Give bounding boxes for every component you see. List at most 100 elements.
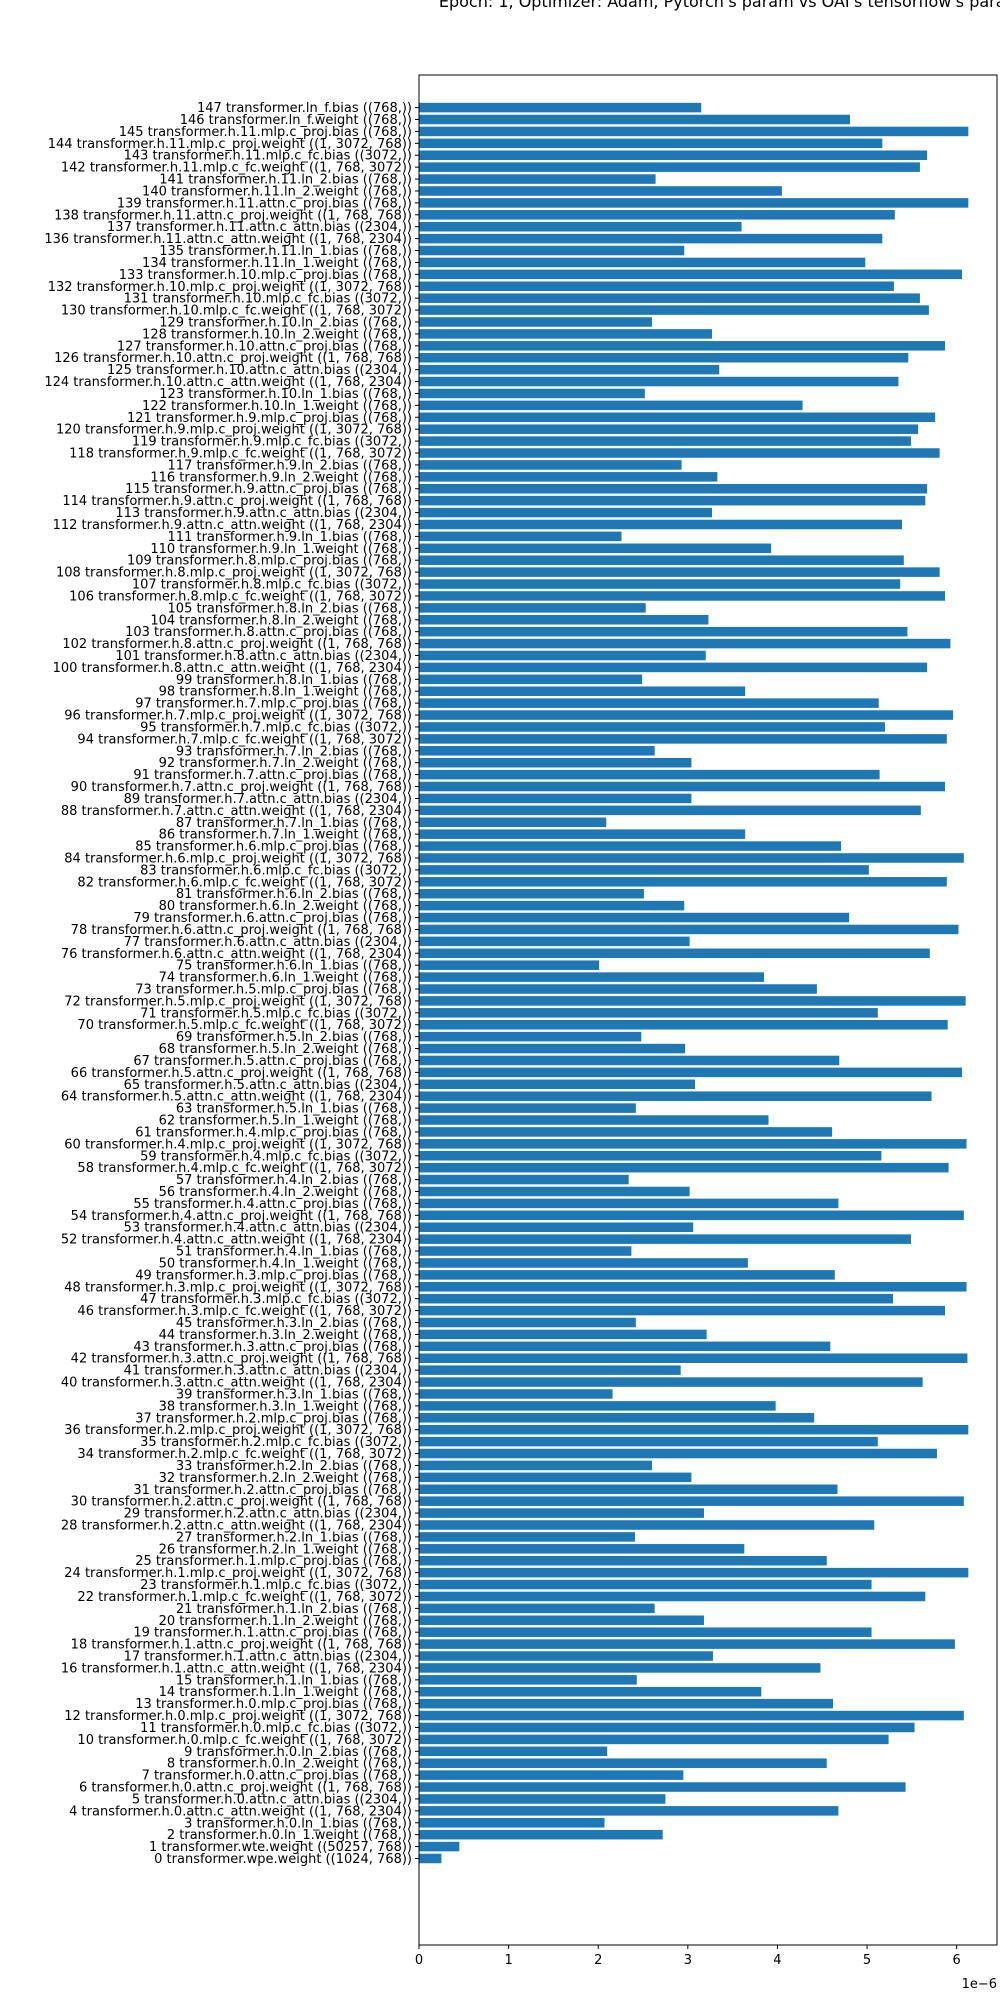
- x-tick-label-4: 4: [773, 1953, 781, 1968]
- bar-120: [419, 424, 919, 434]
- bar-9: [419, 1746, 608, 1757]
- bar-72: [419, 996, 966, 1006]
- category-label-93: 93 transformer.h.7.ln_2.bias ((768,)): [176, 744, 412, 759]
- category-label-132: 132 transformer.h.10.mlp.c_proj.weight (…: [48, 280, 412, 295]
- bar-43: [419, 1341, 831, 1352]
- category-label-142: 142 transformer.h.11.mlp.c_fc.weight ((1…: [61, 161, 412, 176]
- bar-5: [419, 1794, 666, 1804]
- bar-57: [419, 1174, 629, 1185]
- bar-69: [419, 1031, 642, 1042]
- bar-39: [419, 1389, 613, 1399]
- bar-106: [419, 591, 946, 601]
- bar-129: [419, 317, 652, 327]
- bar-42: [419, 1353, 968, 1364]
- category-label-144: 144 transformer.h.11.mlp.c_proj.weight (…: [48, 137, 412, 152]
- bar-3: [419, 1818, 605, 1828]
- bar-48: [419, 1282, 967, 1292]
- category-label-75: 75 transformer.h.6.ln_1.bias ((768,)): [176, 959, 412, 974]
- category-label-92: 92 transformer.h.7.ln_2.weight ((768,)): [159, 756, 412, 771]
- bar-36: [419, 1424, 969, 1435]
- bar-20: [419, 1615, 704, 1626]
- bar-137: [419, 221, 742, 232]
- bar-50: [419, 1258, 748, 1268]
- bar-140: [419, 186, 782, 196]
- category-label-135: 135 transformer.h.11.ln_1.bias ((768,)): [159, 244, 412, 259]
- bar-27: [419, 1532, 635, 1542]
- bar-62: [419, 1115, 769, 1125]
- category-label-143: 143 transformer.h.11.mlp.c_fc.bias ((307…: [124, 149, 412, 164]
- bar-2: [419, 1829, 663, 1840]
- bar-111: [419, 531, 622, 542]
- category-label-14: 14 transformer.h.1.ln_1.weight ((768,)): [159, 1685, 412, 1700]
- category-label-31: 31 transformer.h.2.attn.c_proj.bias ((76…: [133, 1483, 412, 1498]
- category-label-0: 0 transformer.wpe.weight ((1024, 768)): [154, 1852, 412, 1867]
- category-label-36: 36 transformer.h.2.mlp.c_proj.weight ((1…: [64, 1423, 412, 1438]
- bar-70: [419, 1019, 948, 1030]
- plot-frame: [418, 74, 998, 1946]
- category-label-120: 120 transformer.h.9.mlp.c_proj.weight ((…: [56, 423, 412, 438]
- bar-73: [419, 984, 817, 994]
- bar-55: [419, 1198, 839, 1209]
- bar-81: [419, 888, 644, 899]
- category-label-30: 30 transformer.h.2.attn.c_proj.weight ((…: [71, 1495, 412, 1510]
- category-label-29: 29 transformer.h.2.attn.c_attn.bias ((23…: [124, 1507, 412, 1522]
- bar-126: [419, 352, 909, 363]
- bar-68: [419, 1043, 686, 1054]
- category-label-78: 78 transformer.h.6.attn.c_proj.weight ((…: [71, 923, 412, 938]
- bar-128: [419, 329, 713, 339]
- bar-45: [419, 1317, 636, 1328]
- category-label-99: 99 transformer.h.8.ln_1.bias ((768,)): [176, 673, 412, 688]
- category-label-3: 3 transformer.h.0.ln_1.bias ((768,)): [184, 1816, 412, 1831]
- category-label-53: 53 transformer.h.4.attn.c_attn.bias ((23…: [124, 1221, 412, 1236]
- category-label-58: 58 transformer.h.4.mlp.c_fc.weight ((1, …: [77, 1161, 412, 1176]
- bar-65: [419, 1079, 696, 1090]
- category-label-111: 111 transformer.h.9.ln_1.bias ((768,)): [168, 530, 412, 545]
- bar-124: [419, 376, 899, 387]
- bar-26: [419, 1544, 745, 1554]
- category-label-86: 86 transformer.h.7.ln_1.weight ((768,)): [159, 828, 412, 843]
- bar-53: [419, 1222, 694, 1232]
- category-label-88: 88 transformer.h.7.attn.c_attn.weight ((…: [61, 804, 412, 819]
- bar-71: [419, 1008, 878, 1018]
- bar-102: [419, 638, 951, 649]
- bar-82: [419, 877, 947, 887]
- bar-75: [419, 960, 600, 970]
- category-labels-group: 0 transformer.wpe.weight ((1024, 768))1 …: [44, 101, 419, 1867]
- x-tick-label-0: 0: [415, 1953, 423, 1968]
- category-label-64: 64 transformer.h.5.attn.c_attn.weight ((…: [61, 1090, 412, 1105]
- bar-142: [419, 162, 920, 172]
- bar-25: [419, 1555, 827, 1566]
- bar-30: [419, 1496, 964, 1506]
- category-label-134: 134 transformer.h.11.ln_1.weight ((768,)…: [142, 256, 412, 271]
- category-label-57: 57 transformer.h.4.ln_2.bias ((768,)): [176, 1173, 412, 1188]
- bar-131: [419, 293, 920, 303]
- bar-4: [419, 1806, 839, 1816]
- category-label-4: 4 transformer.h.0.attn.c_attn.weight ((1…: [69, 1804, 412, 1819]
- category-label-52: 52 transformer.h.4.attn.c_attn.weight ((…: [61, 1233, 412, 1248]
- category-label-82: 82 transformer.h.6.mlp.c_fc.weight ((1, …: [77, 875, 412, 890]
- category-label-65: 65 transformer.h.5.attn.c_attn.bias ((23…: [124, 1078, 412, 1093]
- category-label-76: 76 transformer.h.6.attn.c_attn.weight ((…: [61, 947, 412, 962]
- category-label-95: 95 transformer.h.7.mlp.c_fc.bias ((3072,…: [140, 720, 412, 735]
- category-label-41: 41 transformer.h.3.attn.c_attn.bias ((23…: [124, 1364, 412, 1379]
- category-label-1: 1 transformer.wte.weight ((50257, 768)): [149, 1840, 412, 1855]
- category-label-87: 87 transformer.h.7.ln_1.bias ((768,)): [176, 816, 412, 831]
- bar-51: [419, 1246, 632, 1256]
- bar-61: [419, 1127, 833, 1137]
- bar-28: [419, 1520, 875, 1530]
- category-label-67: 67 transformer.h.5.attn.c_proj.bias ((76…: [133, 1054, 412, 1069]
- category-label-124: 124 transformer.h.10.attn.c_attn.weight …: [44, 375, 412, 390]
- bar-46: [419, 1305, 946, 1316]
- x-ticks-group: 0 1 2 3 4 5 6: [415, 1945, 961, 1968]
- category-label-81: 81 transformer.h.6.ln_2.bias ((768,)): [176, 887, 412, 902]
- category-label-121: 121 transformer.h.9.mlp.c_proj.bias ((76…: [127, 411, 412, 426]
- bar-83: [419, 865, 869, 875]
- bar-99: [419, 674, 643, 685]
- category-label-34: 34 transformer.h.2.mlp.c_fc.weight ((1, …: [77, 1447, 412, 1462]
- x-tick-label-6: 6: [953, 1953, 961, 1968]
- bar-77: [419, 936, 690, 947]
- category-label-116: 116 transformer.h.9.ln_2.weight ((768,)): [150, 470, 412, 485]
- category-label-138: 138 transformer.h.11.attn.c_proj.weight …: [54, 208, 412, 223]
- category-label-59: 59 transformer.h.4.mlp.c_fc.bias ((3072,…: [140, 1149, 412, 1164]
- category-label-100: 100 transformer.h.8.attn.c_attn.weight (…: [53, 661, 412, 676]
